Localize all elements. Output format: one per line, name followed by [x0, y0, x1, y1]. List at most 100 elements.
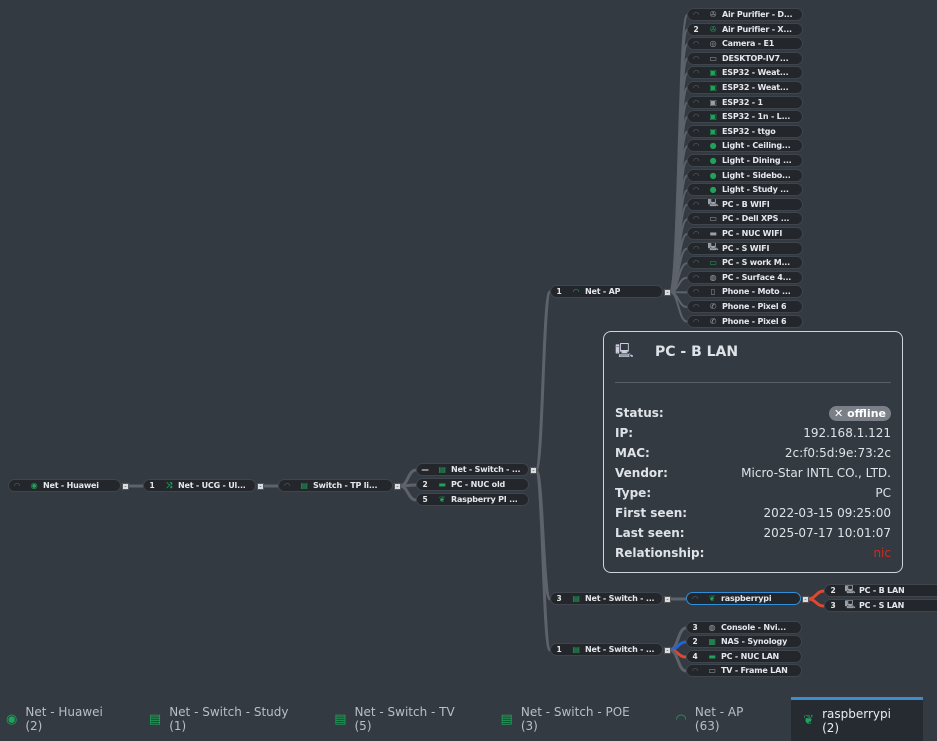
count-badge: 5 — [422, 495, 428, 504]
raspberry-icon: ❦ — [708, 594, 716, 603]
node-raspberry-pi-[interactable]: 5 ❦ Raspberry PI ... — [416, 493, 529, 506]
count-badge: 2 — [422, 480, 428, 489]
node-pc-b-wifi[interactable]: ◠ 🖳 PC - B WIFI — [687, 197, 803, 211]
wifi-icon: ◠ — [693, 258, 699, 268]
desktop-tower-icon: 🖳 — [615, 343, 634, 359]
node-label: Net - Switch - ... — [451, 465, 521, 474]
node-label: ESP32 - 1n - L... — [722, 112, 791, 122]
node-label: ESP32 - Weat... — [722, 68, 789, 78]
tab-net-switch-study-1-[interactable]: ▤ Net - Switch - Study (1) — [149, 697, 320, 741]
row-key: Type: — [615, 486, 652, 500]
desktop-tower-icon: 🖳 — [707, 242, 719, 252]
count-badge: 1 — [149, 481, 155, 490]
tab-net-ap-63-[interactable]: ◠ Net - AP (63) — [676, 697, 784, 741]
bulb-icon: ● — [709, 141, 717, 151]
wifi-icon: ◠ — [284, 481, 290, 490]
node-esp32-ttgo[interactable]: ◠ ▣ ESP32 - ttgo — [687, 124, 803, 138]
node-esp32-1[interactable]: ◠ ▣ ESP32 - 1 — [687, 95, 803, 109]
node-pc-b-lan[interactable]: 2 🖳 PC - B LAN — [824, 584, 937, 597]
nuc-icon: ▬ — [438, 480, 446, 489]
row-value: Micro-Star INTL CO., LTD. — [741, 466, 891, 480]
collapse-button[interactable]: - — [530, 467, 537, 474]
tooltip-row: Relationship: nic — [615, 543, 891, 563]
node-esp32-weat-[interactable]: ◠ ▣ ESP32 - Weat... — [687, 66, 803, 80]
tab-raspberrypi-2-[interactable]: ❦ raspberrypi (2) — [791, 697, 923, 741]
count-badge: 3 — [692, 623, 698, 632]
node-camera-e1[interactable]: ◠ ◎ Camera - E1 — [687, 37, 803, 51]
node-label: PC - Dell XPS ... — [722, 214, 790, 224]
row-value: 2c:f0:5d:9e:73:2c — [784, 446, 891, 460]
collapse-button[interactable]: - — [394, 483, 401, 490]
node-label: Raspberry PI ... — [451, 495, 518, 504]
tab-net-huawei-2-[interactable]: ◉ Net - Huawei (2) — [6, 697, 135, 741]
node-pc-surface-4-[interactable]: ◠ ◍ PC - Surface 4... — [687, 270, 803, 284]
wifi-icon: ◠ — [573, 287, 579, 296]
chip-icon: ▣ — [709, 83, 717, 92]
collapse-button[interactable]: - — [664, 647, 671, 654]
node-net-switch-[interactable]: 3 ▤ Net - Switch - ... — [550, 592, 663, 605]
node-pc-s-work-m-[interactable]: ◠ ▭ PC - S work M... — [687, 256, 803, 270]
wifi-icon: ◠ — [693, 126, 699, 136]
node-label: Air Purifier - X... — [722, 24, 792, 34]
node-label: Light - Sidebo... — [722, 170, 791, 180]
node-pc-nuc-old[interactable]: 2 ▬ PC - NUC old — [416, 478, 529, 491]
edge — [399, 484, 417, 502]
fan-icon: ✇ — [709, 10, 717, 19]
node-phone-pixel-6[interactable]: ◠ ✆ Phone - Pixel 6 — [687, 300, 803, 313]
row-key: Last seen: — [615, 526, 685, 540]
wifi-icon: ◠ — [693, 68, 699, 78]
node-light-dining-[interactable]: ◠ ● Light - Dining ... — [687, 154, 803, 167]
node-raspberrypi[interactable]: ◠ ❦ raspberrypi — [686, 592, 801, 605]
node-light-ceiling-[interactable]: ◠ ● Light - Ceiling... — [687, 139, 803, 153]
node-switch-tp-li-[interactable]: ◠ ▤ Switch - TP li... — [278, 479, 393, 492]
desktop-tower-icon: 🖳 — [844, 584, 856, 594]
wifi-icon: ◠ — [692, 594, 698, 603]
wifi-icon: ◠ — [693, 39, 699, 49]
node-pc-nuc-wifi[interactable]: ◠ ▬ PC - NUC WIFI — [687, 227, 803, 240]
phone-icon: ▯ — [710, 287, 716, 297]
node-esp32-1n-l-[interactable]: ◠ ▣ ESP32 - 1n - L... — [687, 110, 803, 124]
wifi-icon: ◠ — [693, 287, 699, 297]
node-esp32-weat-[interactable]: ◠ ▣ ESP32 - Weat... — [687, 81, 803, 94]
switch-icon: ▤ — [334, 711, 347, 727]
node-label: Net - AP — [585, 287, 621, 296]
node-net-ucg-ul-[interactable]: 1 ⤨ Net - UCG - Ul... — [143, 479, 256, 492]
collapse-button[interactable]: - — [664, 596, 671, 603]
node-net-ap[interactable]: 1 ◠ Net - AP — [550, 285, 663, 298]
tab-net-switch-tv-5-[interactable]: ▤ Net - Switch - TV (5) — [334, 697, 486, 741]
node-net-huawei[interactable]: ◠ ◉ Net - Huawei — [8, 479, 121, 492]
node-tv-frame-lan[interactable]: ◠ ▭ TV - Frame LAN — [686, 664, 802, 677]
globe-icon: ◉ — [30, 481, 38, 490]
collapse-button[interactable]: - — [664, 289, 671, 296]
node-label: Net - Switch - ... — [585, 645, 655, 654]
node-phone-pixel-6[interactable]: ◠ ✆ Phone - Pixel 6 — [687, 314, 803, 328]
node-phone-moto-[interactable]: ◠ ▯ Phone - Moto ... — [687, 285, 803, 299]
tab-net-switch-poe-3-[interactable]: ▤ Net - Switch - POE (3) — [501, 697, 662, 741]
node-air-purifier-x-[interactable]: 2 ✇ Air Purifier - X... — [687, 22, 803, 36]
wifi-icon: ◠ — [692, 666, 698, 675]
wifi-icon: ◠ — [693, 243, 699, 253]
node-light-study-[interactable]: ◠ ● Light - Study ... — [687, 183, 803, 197]
globe-icon: ◉ — [6, 711, 18, 727]
node-nas-synology[interactable]: 2 ▦ NAS - Synology — [686, 635, 802, 648]
node-light-sidebo-[interactable]: ◠ ● Light - Sidebo... — [687, 168, 803, 182]
count-badge: 2 — [692, 637, 698, 646]
node-label: Light - Ceiling... — [722, 141, 791, 151]
tab-label: Net - Huawei (2) — [25, 705, 103, 733]
collapse-button[interactable]: - — [257, 483, 264, 490]
chip-icon: ▣ — [709, 97, 717, 107]
node-pc-s-lan[interactable]: 3 🖳 PC - S LAN — [824, 599, 937, 612]
wifi-icon: ◠ — [693, 97, 699, 107]
collapse-button[interactable]: - — [122, 483, 129, 490]
node-console-nvi-[interactable]: 3 ◍ Console - Nvi... — [686, 621, 802, 634]
node-pc-dell-xps-[interactable]: ◠ ▭ PC - Dell XPS ... — [687, 212, 803, 226]
node-net-switch-[interactable]: — ▤ Net - Switch - ... — [416, 463, 529, 476]
tooltip-row: Type: PC — [615, 483, 891, 503]
node-desktop-iv7-[interactable]: ◠ ▭ DESKTOP-IV7... — [687, 51, 803, 65]
node-pc-s-wifi[interactable]: ◠ 🖳 PC - S WIFI — [687, 241, 803, 255]
collapse-button[interactable]: - — [802, 596, 809, 603]
node-net-switch-[interactable]: 1 ▤ Net - Switch - ... — [550, 643, 663, 656]
node-air-purifier-d-[interactable]: ◠ ✇ Air Purifier - D... — [687, 8, 803, 21]
node-label: Air Purifier - D... — [722, 10, 793, 19]
node-pc-nuc-lan[interactable]: 4 ▬ PC - NUC LAN — [686, 650, 802, 663]
